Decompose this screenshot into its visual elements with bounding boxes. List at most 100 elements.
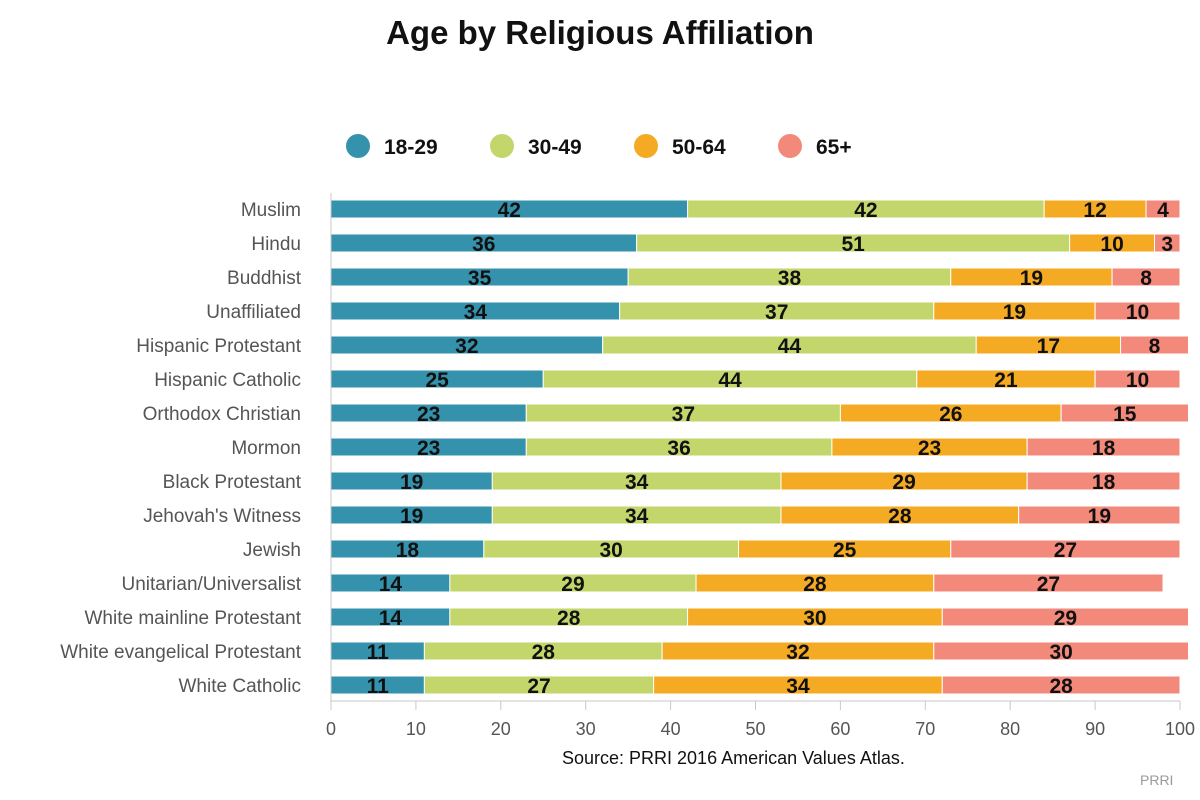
data-label-65: 15 bbox=[1113, 403, 1137, 426]
x-tick-label: 80 bbox=[1000, 719, 1020, 739]
category-label: White evangelical Protestant bbox=[60, 642, 302, 663]
x-tick-label: 60 bbox=[830, 719, 850, 739]
category-label: Jehovah's Witness bbox=[143, 506, 301, 527]
data-label-65: 8 bbox=[1140, 267, 1152, 290]
category-label: Orthodox Christian bbox=[143, 404, 301, 425]
data-label-65: 28 bbox=[1049, 675, 1073, 698]
x-axis: 0 10 20 30 40 50 60 70 80 90 100 bbox=[326, 193, 1195, 739]
category-label: Hindu bbox=[251, 234, 301, 255]
data-label-30-49: 27 bbox=[527, 675, 550, 698]
legend-label-30-49: 30-49 bbox=[528, 136, 582, 159]
data-label-50-64: 29 bbox=[892, 471, 915, 494]
bar-65 bbox=[933, 641, 1189, 661]
data-label-65: 10 bbox=[1126, 301, 1149, 324]
data-label-30-49: 37 bbox=[765, 301, 788, 324]
category-label: White mainline Protestant bbox=[85, 608, 302, 629]
bar-65 bbox=[950, 539, 1181, 559]
bar-65 bbox=[1094, 301, 1181, 321]
bar-65 bbox=[933, 573, 1164, 593]
source-note: Source: PRRI 2016 American Values Atlas. bbox=[562, 748, 905, 768]
bar-65 bbox=[1154, 233, 1181, 253]
data-label-30-49: 42 bbox=[854, 199, 877, 222]
data-label-18-29: 25 bbox=[425, 369, 449, 392]
data-label-65: 18 bbox=[1092, 437, 1116, 460]
category-label: Hispanic Protestant bbox=[136, 336, 301, 357]
data-label-50-64: 25 bbox=[833, 539, 857, 562]
bar-65 bbox=[1111, 267, 1181, 287]
data-label-65: 18 bbox=[1092, 471, 1116, 494]
data-label-50-64: 34 bbox=[786, 675, 810, 698]
data-label-65: 19 bbox=[1088, 505, 1111, 528]
data-label-30-49: 51 bbox=[841, 233, 865, 256]
data-label-30-49: 44 bbox=[718, 369, 742, 392]
data-label-18-29: 35 bbox=[468, 267, 492, 290]
data-label-30-49: 36 bbox=[667, 437, 690, 460]
bar-65 bbox=[1018, 505, 1181, 525]
data-label-65: 29 bbox=[1054, 607, 1077, 630]
legend-swatch-30-49 bbox=[490, 134, 514, 158]
data-label-18-29: 36 bbox=[472, 233, 495, 256]
data-label-65: 4 bbox=[1157, 199, 1169, 222]
data-label-65: 30 bbox=[1049, 641, 1072, 664]
data-label-18-29: 32 bbox=[455, 335, 478, 358]
data-label-50-64: 23 bbox=[918, 437, 941, 460]
data-label-30-49: 34 bbox=[625, 505, 649, 528]
data-label-30-49: 28 bbox=[532, 641, 556, 664]
x-tick-label: 20 bbox=[491, 719, 511, 739]
data-label-30-49: 28 bbox=[557, 607, 581, 630]
bars-group: 42 42 12 4 36 51 10 3 35 38 19 8 34 37 19 10 32 44 17 8 25 44… bbox=[330, 199, 1189, 698]
x-tick-label: 100 bbox=[1165, 719, 1195, 739]
legend: 18-29 30-49 50-64 65+ bbox=[346, 134, 852, 159]
legend-swatch-65 bbox=[778, 134, 802, 158]
data-label-30-49: 34 bbox=[625, 471, 649, 494]
data-label-65: 27 bbox=[1037, 573, 1060, 596]
bar-65 bbox=[1120, 335, 1189, 355]
data-label-50-64: 19 bbox=[1020, 267, 1043, 290]
data-label-50-64: 10 bbox=[1100, 233, 1123, 256]
legend-label-65: 65+ bbox=[816, 136, 852, 159]
data-label-30-49: 29 bbox=[561, 573, 584, 596]
bar-65 bbox=[941, 607, 1189, 627]
data-label-65: 8 bbox=[1149, 335, 1161, 358]
x-tick-label: 90 bbox=[1085, 719, 1105, 739]
data-label-30-49: 37 bbox=[672, 403, 695, 426]
credit-logo: PRRI bbox=[1140, 772, 1174, 788]
data-label-50-64: 12 bbox=[1083, 199, 1106, 222]
x-tick-label: 10 bbox=[406, 719, 426, 739]
data-label-18-29: 23 bbox=[417, 437, 440, 460]
data-label-65: 10 bbox=[1126, 369, 1149, 392]
data-label-18-29: 23 bbox=[417, 403, 440, 426]
category-label: Buddhist bbox=[227, 268, 302, 289]
category-label: Unaffiliated bbox=[206, 302, 301, 323]
category-label: Black Protestant bbox=[163, 472, 302, 493]
legend-label-50-64: 50-64 bbox=[672, 136, 726, 159]
data-label-50-64: 30 bbox=[803, 607, 826, 630]
data-label-18-29: 14 bbox=[379, 607, 403, 630]
bar-65 bbox=[1060, 403, 1189, 423]
data-label-18-29: 34 bbox=[464, 301, 488, 324]
category-label: Muslim bbox=[241, 200, 301, 221]
data-label-18-29: 42 bbox=[498, 199, 521, 222]
data-label-18-29: 18 bbox=[396, 539, 420, 562]
x-tick-label: 30 bbox=[576, 719, 596, 739]
x-tick-label: 70 bbox=[915, 719, 935, 739]
category-label: Unitarian/Universalist bbox=[121, 574, 301, 595]
data-label-50-64: 28 bbox=[888, 505, 912, 528]
data-label-65: 27 bbox=[1054, 539, 1077, 562]
data-label-18-29: 11 bbox=[367, 675, 390, 698]
legend-swatch-18-29 bbox=[346, 134, 370, 158]
bar-65 bbox=[941, 675, 1181, 695]
bar-65 bbox=[1026, 471, 1181, 491]
x-tick-label: 50 bbox=[745, 719, 765, 739]
bar-65 bbox=[1145, 199, 1181, 219]
category-label: Hispanic Catholic bbox=[154, 370, 301, 391]
category-label: White Catholic bbox=[179, 676, 302, 697]
bar-65 bbox=[1026, 437, 1181, 457]
category-labels: Muslim Hindu Buddhist Unaffiliated Hispanic … bbox=[60, 200, 302, 697]
x-tick-label: 0 bbox=[326, 719, 336, 739]
category-label: Mormon bbox=[231, 438, 301, 459]
data-label-30-49: 30 bbox=[599, 539, 622, 562]
data-label-65: 3 bbox=[1161, 233, 1173, 256]
data-label-18-29: 11 bbox=[367, 641, 390, 664]
data-label-50-64: 26 bbox=[939, 403, 962, 426]
